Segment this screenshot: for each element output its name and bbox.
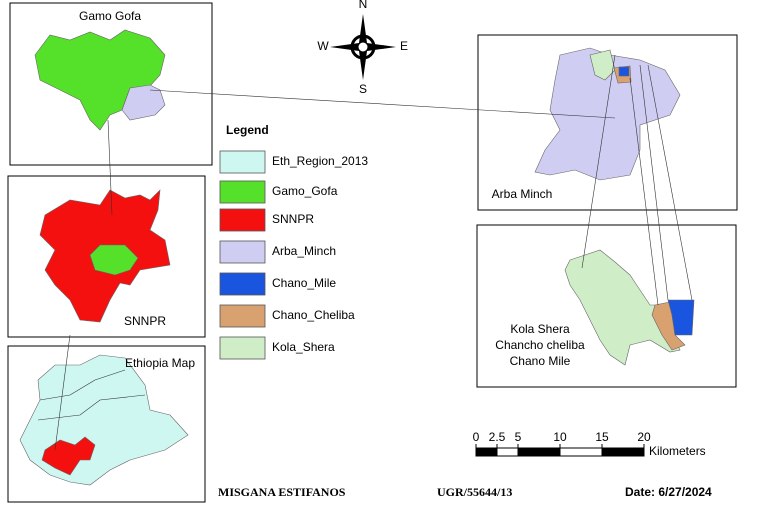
legend-swatch <box>219 208 266 232</box>
legend-label: Chano_Mile <box>272 276 336 290</box>
arba-minch-shape <box>534 47 681 181</box>
compass-label: W <box>317 39 329 53</box>
compass: N S W E <box>317 0 408 96</box>
connector-line <box>639 64 669 301</box>
scale-tick-label: 2.5 <box>489 430 506 444</box>
legend-label: Arba_Minch <box>272 244 336 258</box>
compass-label: N <box>359 0 368 11</box>
legend-swatch <box>219 336 266 360</box>
scale-segment <box>496 447 519 457</box>
panel-label: Arba Minch <box>492 187 553 201</box>
panel-label: Gamo Gofa <box>79 9 141 23</box>
arba-minch-shape <box>121 84 166 121</box>
compass-needle <box>330 43 363 51</box>
connector-line <box>647 64 693 301</box>
panel-label: Ethiopia Map <box>125 356 195 370</box>
legend-label: SNNPR <box>272 212 314 226</box>
scale-tick-label: 5 <box>515 430 522 444</box>
panel-label: Kola Shera <box>510 322 570 336</box>
legend: Eth_Region_2013 Gamo_Gofa SNNPR Arba_Minch C… <box>219 150 368 360</box>
compass-ring <box>350 34 376 60</box>
legend-swatch <box>219 240 266 264</box>
legend-title: Legend <box>226 123 269 137</box>
scale-segment <box>559 447 603 457</box>
scale-tick-label: 20 <box>637 430 651 444</box>
legend-label: Eth_Region_2013 <box>272 154 368 168</box>
connector-line <box>581 54 616 269</box>
scale-tick-label: 0 <box>473 430 480 444</box>
legend-label: Gamo_Gofa <box>272 184 338 198</box>
compass-center <box>357 41 369 53</box>
connector-line <box>107 119 113 216</box>
gamo-gofa-shape <box>89 244 139 276</box>
scale-tick-label: 10 <box>553 430 567 444</box>
legend-swatch <box>219 180 266 204</box>
scale-segment <box>601 447 645 457</box>
kola-shera-shape <box>564 249 681 366</box>
panel-label: SNNPR <box>124 314 166 328</box>
chano-mile-shape <box>667 299 695 336</box>
compass-needle <box>363 43 396 51</box>
legend-swatch <box>219 304 266 328</box>
scale-segment <box>517 447 561 457</box>
scale-tick-label: 15 <box>595 430 609 444</box>
region-boundary <box>39 369 126 401</box>
chano-mile-shape <box>618 66 630 77</box>
legend-label: Chano_Cheliba <box>272 308 355 322</box>
author: MISGANA ESTIFANOS <box>218 485 346 499</box>
scale-segment <box>475 447 498 457</box>
student-id: UGR/55644/13 <box>437 485 512 499</box>
compass-label: E <box>400 39 408 53</box>
connector-line <box>629 77 659 306</box>
connector-line <box>54 334 71 451</box>
legend-label: Kola_Shera <box>272 340 335 354</box>
panel-label: Chano Mile <box>510 354 571 368</box>
compass-label: S <box>359 82 367 96</box>
compass-needle <box>359 14 367 47</box>
date: Date: 6/27/2024 <box>625 485 712 499</box>
panel-label: Chancho cheliba <box>495 338 585 352</box>
compass-needle <box>359 47 367 80</box>
legend-swatch <box>219 272 266 296</box>
scale-unit: Kilometers <box>649 444 706 458</box>
legend-swatch <box>219 150 266 174</box>
kola-shera-shape <box>589 49 616 81</box>
connector-line <box>149 89 616 119</box>
